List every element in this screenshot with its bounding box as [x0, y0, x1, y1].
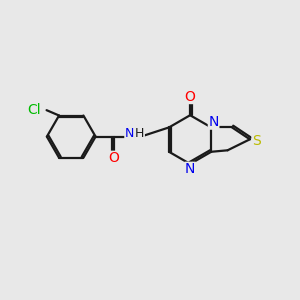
Text: H: H	[135, 127, 144, 140]
Text: N: N	[125, 127, 134, 140]
Text: O: O	[109, 151, 119, 165]
Text: O: O	[185, 89, 196, 103]
Text: S: S	[252, 134, 261, 148]
Text: N: N	[208, 115, 219, 129]
Text: N: N	[185, 162, 195, 176]
Text: Cl: Cl	[28, 103, 41, 117]
